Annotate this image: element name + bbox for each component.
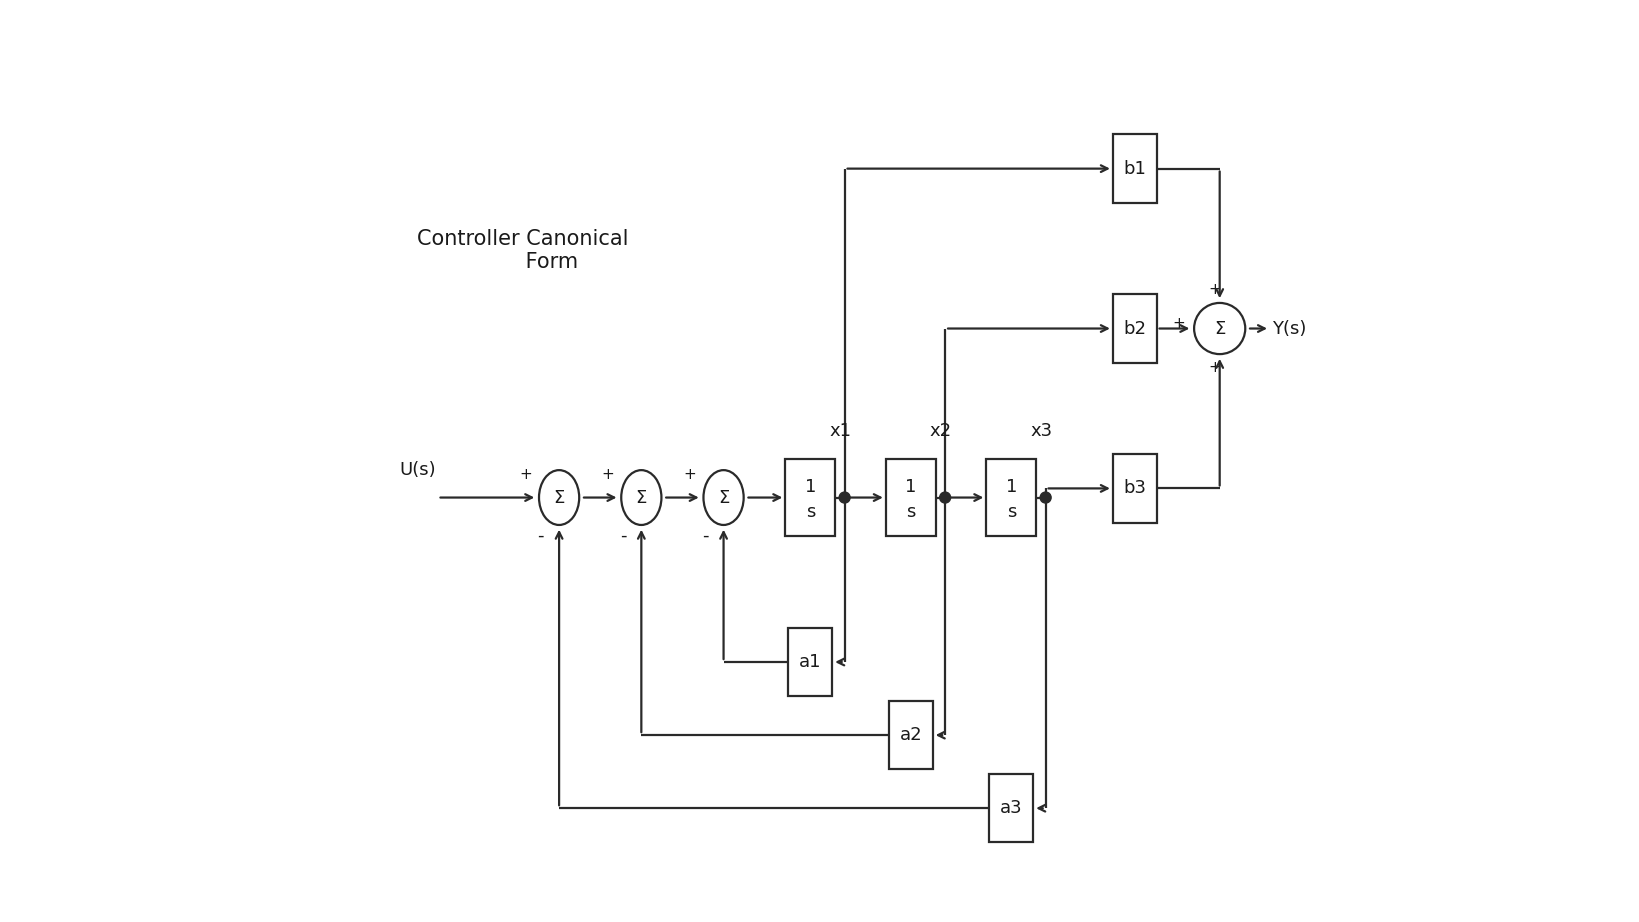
Text: b3: b3 [1123,479,1146,497]
Text: 1: 1 [905,479,916,496]
Circle shape [1041,492,1051,503]
Text: s: s [806,502,815,521]
Text: Σ: Σ [1214,320,1226,337]
Text: U(s): U(s) [400,461,436,479]
Text: 1: 1 [1006,479,1018,496]
Text: +: + [520,467,531,482]
Bar [888,701,933,769]
Text: -: - [620,526,626,545]
Ellipse shape [539,470,579,525]
Ellipse shape [703,470,744,525]
Circle shape [1195,303,1246,354]
Text: x3: x3 [1029,422,1052,441]
Bar [1113,294,1157,362]
Bar [987,459,1036,537]
Text: x2: x2 [929,422,952,441]
Text: +: + [1172,316,1185,331]
Text: +: + [1208,282,1221,297]
Text: x1: x1 [829,422,851,441]
Bar [1113,455,1157,523]
Text: Σ: Σ [718,489,729,506]
Text: a2: a2 [900,727,923,744]
Text: +: + [683,467,697,482]
Text: b2: b2 [1123,320,1146,337]
Bar [785,459,836,537]
Text: s: s [906,502,916,521]
Text: Y(s): Y(s) [1272,320,1306,337]
Text: Σ: Σ [554,489,565,506]
Bar [990,774,1033,843]
Circle shape [839,492,851,503]
Circle shape [939,492,951,503]
Text: +: + [1208,361,1221,375]
Bar [1113,135,1157,203]
Text: b1: b1 [1123,160,1146,178]
Bar [788,628,833,696]
Text: 1: 1 [805,479,816,496]
Text: Σ: Σ [636,489,647,506]
Text: -: - [701,526,708,545]
Text: a1: a1 [800,653,821,671]
Ellipse shape [621,470,662,525]
Bar [885,459,936,537]
Text: +: + [602,467,615,482]
Text: s: s [1006,502,1016,521]
Text: Controller Canonical
         Form: Controller Canonical Form [416,230,628,273]
Text: a3: a3 [1000,799,1023,817]
Text: -: - [538,526,544,545]
